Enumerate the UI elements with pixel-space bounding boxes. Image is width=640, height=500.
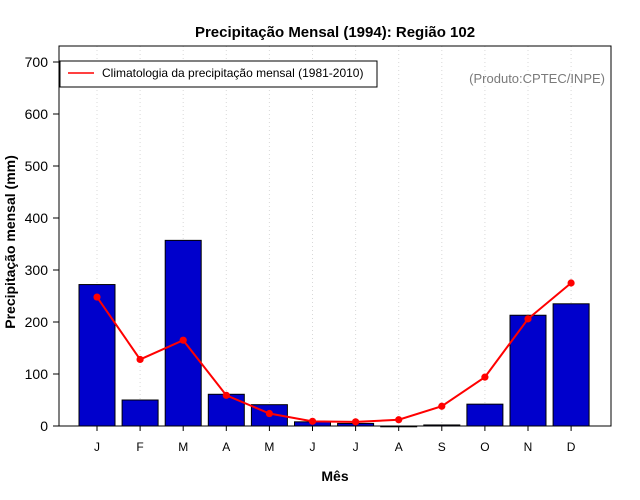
y-tick-label-300: 300 [25,262,49,278]
climatology-point-0 [93,293,101,301]
bar-series [78,239,590,428]
y-tick-label-700: 700 [25,54,49,70]
climatology-point-3 [222,391,230,399]
bar-9 [466,403,504,427]
bar-0 [78,284,116,427]
legend-box [59,60,378,88]
x-tick-label-11: D [567,440,576,454]
bar-3 [207,393,245,427]
chart-title: Precipitação Mensal (1994): Região 102 [195,24,475,41]
y-tick-label-200: 200 [25,314,49,330]
x-axis-title: Mês [321,468,348,484]
climatology-point-6 [352,418,360,426]
climatology-line [96,282,572,423]
x-tick-label-8: S [438,440,446,454]
x-tick-label-0: J [94,440,100,454]
legend: Climatologia da precipitação mensal (198… [59,60,378,88]
y-axis-title: Precipitação mensal (mm) [2,155,18,329]
x-tick-label-4: M [264,440,274,454]
x-tick-label-3: A [222,440,230,454]
climatology-point-9 [481,373,489,381]
x-tick-label-7: A [395,440,403,454]
climatology-point-4 [265,409,273,418]
x-tick-label-6: J [353,440,359,454]
climatology-point-2 [179,336,187,344]
climatology-line-series [93,279,575,426]
bar-10 [509,314,547,427]
climatology-point-11 [567,279,575,287]
y-tick-label-500: 500 [25,158,49,174]
x-tick-label-5: J [310,440,316,454]
x-tick-label-1: F [136,440,143,454]
product-credit: (Produto:CPTEC/INPE) [469,71,605,86]
bar-1 [121,399,159,427]
climatology-point-1 [136,355,144,364]
y-tick-label-0: 0 [40,418,48,434]
y-axis: 0 100 200 300 400 500 600 700 [25,54,59,434]
x-tick-label-2: M [178,440,188,454]
bar-11 [552,303,590,427]
plot-frame [58,45,612,427]
y-tick-label-600: 600 [25,106,49,122]
y-tick-label-400: 400 [25,210,49,226]
climatology-point-10 [524,315,532,323]
climatology-point-8 [438,402,446,410]
legend-label: Climatologia da precipitação mensal (198… [102,66,363,80]
x-tick-label-9: O [480,440,489,454]
bar-2 [164,239,202,427]
climatology-point-7 [395,416,403,424]
climatology-point-5 [308,417,317,425]
x-tick-label-10: N [524,440,533,454]
y-tick-label-100: 100 [25,366,49,382]
